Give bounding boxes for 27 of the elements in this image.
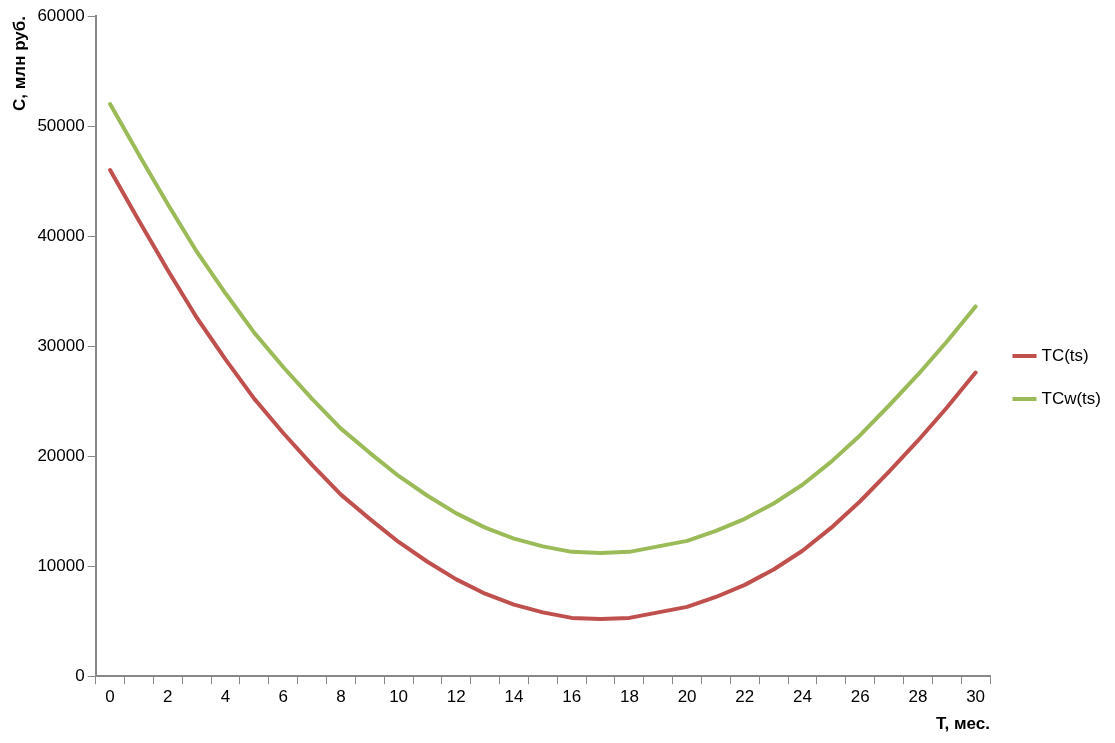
y-tick-label: 60000 (37, 5, 85, 25)
x-tick-label: 0 (105, 687, 115, 707)
y-tick-label: 30000 (37, 335, 85, 355)
x-tick-label: 2 (163, 687, 173, 707)
x-tick-label: 24 (793, 687, 812, 707)
x-tick-label: 8 (336, 687, 346, 707)
x-tick-label: 16 (562, 687, 582, 707)
y-tick-label: 40000 (37, 225, 85, 245)
x-axis-title: Т, мес. (935, 714, 991, 734)
x-tick-label: 4 (220, 687, 231, 707)
x-tick-label: 18 (619, 687, 639, 707)
y-tick-label: 0 (75, 665, 85, 685)
x-tick-label: 26 (850, 687, 870, 707)
y-axis-title: С, млн руб. (9, 16, 29, 111)
y-tick-label: 50000 (37, 115, 85, 135)
x-tick-label: 12 (446, 687, 466, 707)
x-tick-label: 14 (504, 687, 524, 707)
x-tick-label: 28 (908, 687, 928, 707)
y-tick-label: 10000 (37, 555, 85, 575)
legend-label: TCw(ts) (1041, 388, 1101, 408)
legend-label: TC(ts) (1041, 345, 1089, 365)
x-tick-label: 22 (735, 687, 755, 707)
x-tick-label: 10 (389, 687, 409, 707)
x-tick-label: 6 (278, 687, 288, 707)
y-tick-label: 20000 (37, 445, 85, 465)
x-tick-label: 20 (677, 687, 697, 707)
x-tick-label: 30 (966, 687, 986, 707)
